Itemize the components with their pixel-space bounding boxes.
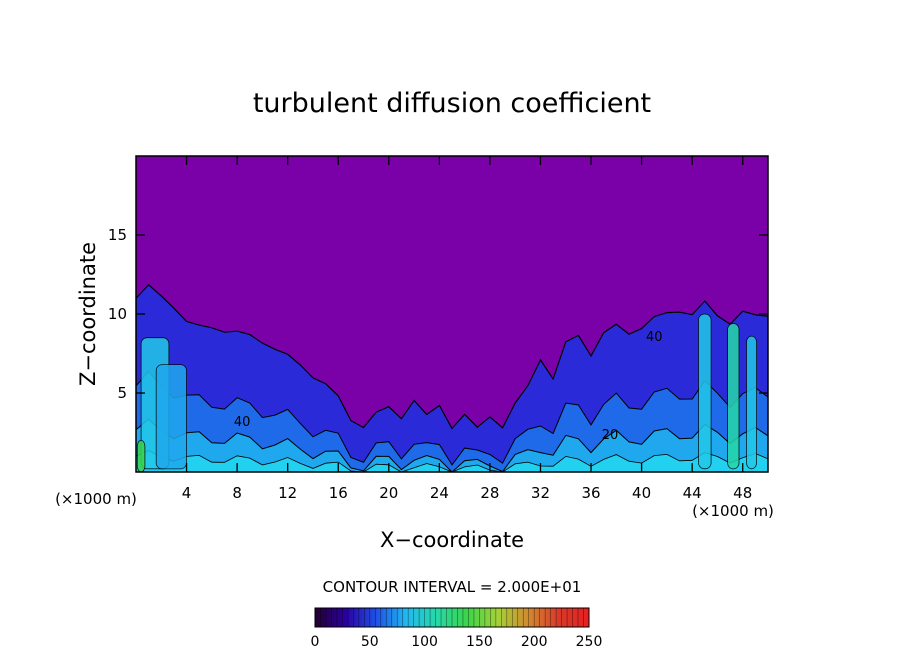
contour-label: 20 <box>602 428 619 443</box>
contour-label: 40 <box>646 330 663 345</box>
x-tick-label: 36 <box>581 484 600 502</box>
x-axis-unit-left: (×1000 m) <box>55 490 137 508</box>
x-tick-label: 32 <box>531 484 550 502</box>
y-tick-label: 10 <box>108 305 127 323</box>
x-tick-label: 48 <box>733 484 752 502</box>
turbulent-plume <box>136 440 146 472</box>
x-tick-label: 4 <box>182 484 192 502</box>
colorbar-tick-label: 200 <box>521 634 548 650</box>
field-layer-peak <box>136 450 768 472</box>
colorbar: 0 50 100 150 200 250 <box>311 607 603 650</box>
colorbar-ticks: 0 50 100 150 200 250 <box>311 634 603 650</box>
x-tick-label: 12 <box>278 484 297 502</box>
x-axis-unit-right: (×1000 m) <box>692 502 774 520</box>
x-tick-label: 24 <box>430 484 449 502</box>
y-axis: 5 10 15 <box>108 226 768 402</box>
turbulence-field <box>136 283 768 472</box>
contour-labels: 40 40 20 <box>234 330 663 443</box>
contour-label: 40 <box>234 415 251 430</box>
turbulent-plume <box>746 335 758 470</box>
y-tick-label: 5 <box>117 384 127 402</box>
x-axis-label: X−coordinate <box>380 528 524 552</box>
colorbar-tick-label: 250 <box>576 634 603 650</box>
x-tick-label: 16 <box>329 484 348 502</box>
x-tick-label: 40 <box>632 484 651 502</box>
chart-title: turbulent diffusion coefficient <box>253 88 651 119</box>
x-tick-label: 44 <box>683 484 702 502</box>
colorbar-tick-label: 150 <box>466 634 493 650</box>
x-tick-label: 28 <box>480 484 499 502</box>
y-axis-label: Z−coordinate <box>76 242 100 386</box>
x-tick-label: 8 <box>232 484 242 502</box>
turbulent-plume <box>155 364 187 470</box>
colorbar-frame <box>314 607 590 628</box>
colorbar-stripes <box>320 608 584 627</box>
x-tick-label: 20 <box>379 484 398 502</box>
colorbar-tick-label: 100 <box>411 634 438 650</box>
turbulent-plume <box>727 323 740 470</box>
y-tick-label: 15 <box>108 226 127 244</box>
contour-interval-text: CONTOUR INTERVAL = 2.000E+01 <box>323 578 582 596</box>
colorbar-tick-label: 50 <box>361 634 379 650</box>
turbulent-plume <box>698 313 712 470</box>
x-axis: 4 8 12 16 20 24 28 32 36 40 44 48 <box>182 156 752 502</box>
plot-area <box>136 156 768 472</box>
colorbar-tick-label: 0 <box>311 634 320 650</box>
